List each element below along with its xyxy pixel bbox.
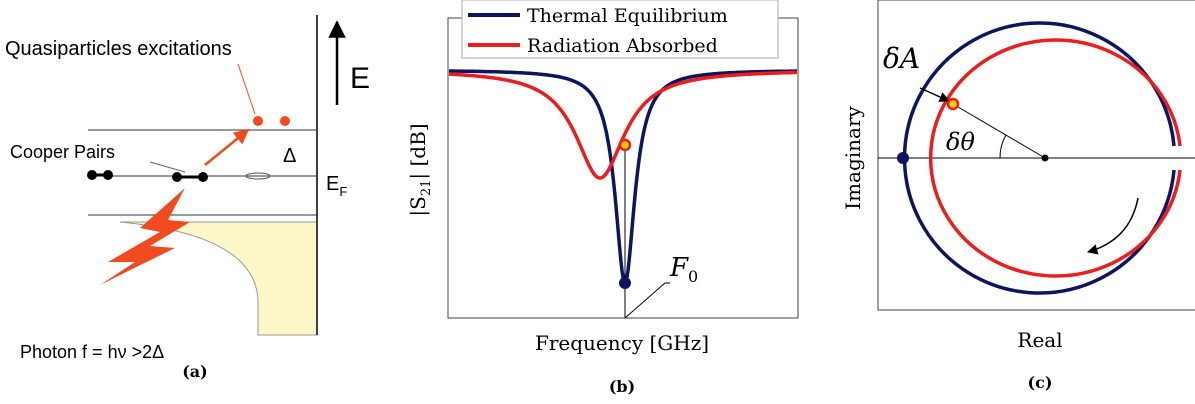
panel-c: δA δθ Imaginary Real (c) [841, 0, 1195, 392]
axis-label: Imaginary [841, 105, 865, 209]
pointer [237, 63, 256, 115]
pair [245, 172, 271, 180]
label: δθ [946, 128, 975, 156]
label: 0 [688, 267, 698, 286]
label: Δ [283, 145, 296, 167]
curve [449, 69, 797, 287]
label: 21 [419, 180, 434, 197]
electron [172, 172, 182, 182]
axis-label: Frequency [GHz] [535, 331, 709, 355]
label: E [350, 62, 370, 95]
axis-label: |S21| [dB] [406, 123, 434, 216]
pointer [149, 161, 186, 173]
label: F [339, 184, 347, 199]
frame [877, 0, 1195, 311]
electron [198, 172, 208, 182]
caption: (c) [1028, 373, 1053, 392]
arrow [919, 87, 950, 102]
center [1041, 154, 1049, 162]
radius [952, 103, 1046, 159]
caption: (b) [609, 377, 635, 396]
label: δA [883, 42, 920, 75]
quasiparticle [280, 116, 290, 126]
label: | [dB] [406, 123, 431, 179]
legend [461, 0, 779, 59]
leader [624, 282, 670, 319]
circle [928, 38, 1182, 278]
panel-b: Thermal Equilibrium Radiation Absorbed |… [406, 0, 799, 396]
label: F [669, 253, 689, 283]
angle [999, 134, 1007, 159]
legend-entry: Radiation Absorbed [527, 35, 718, 57]
electron [87, 170, 97, 180]
label: F0 [669, 253, 698, 286]
legend-entry: Thermal Equilibrium [527, 5, 728, 27]
electron [103, 170, 113, 180]
panel-a: Quasiparticles excitations E Cooper Pair… [5, 15, 370, 381]
quasiparticle [253, 116, 263, 126]
point [618, 138, 632, 152]
label: EF [326, 173, 347, 199]
point [946, 97, 960, 111]
point [619, 277, 631, 289]
arrow [204, 129, 250, 166]
label: |S [406, 196, 431, 216]
curve [448, 70, 798, 180]
label: Quasiparticles excitations [5, 38, 232, 60]
label: E [326, 173, 339, 195]
point [897, 152, 909, 164]
arrow [1086, 197, 1139, 255]
axis-label: Real [1017, 328, 1062, 352]
label: Photon f = hν >2Δ [20, 342, 164, 362]
caption: (a) [182, 362, 208, 381]
label: Cooper Pairs [10, 142, 115, 162]
photon [100, 188, 190, 285]
